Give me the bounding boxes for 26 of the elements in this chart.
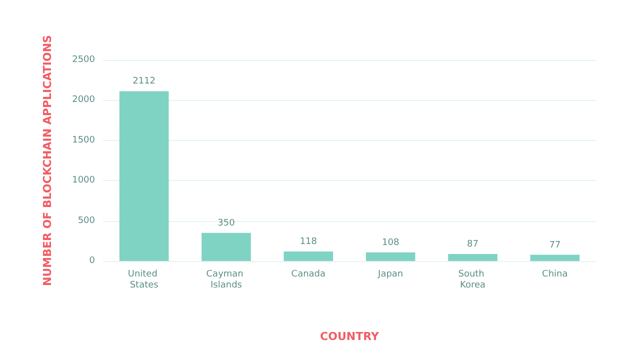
x-tick-label: China <box>542 270 568 280</box>
y-tick-label: 0 <box>89 256 96 266</box>
data-label: 350 <box>218 218 236 228</box>
x-tick-label: Canada <box>291 270 326 280</box>
bar <box>366 252 416 261</box>
x-tick-label: Japan <box>377 270 404 280</box>
data-label: 87 <box>467 240 478 250</box>
bar <box>284 252 334 261</box>
x-axis-title: COUNTRY <box>320 330 380 343</box>
y-tick-label: 1000 <box>72 176 96 186</box>
x-tick-label: United States <box>128 270 160 290</box>
bar <box>530 254 580 261</box>
bar <box>119 91 169 261</box>
y-tick-label: 2000 <box>72 95 96 106</box>
bar <box>448 254 498 261</box>
y-tick-label: 500 <box>78 216 96 226</box>
bar <box>202 232 251 261</box>
y-axis-title: NUMBER OF BLOCKCHAIN APPLICATIONS <box>41 34 54 286</box>
x-tick-label: Cayman Islands <box>206 270 246 290</box>
x-tick-label: South Korea <box>458 270 488 290</box>
data-label: 77 <box>549 240 561 250</box>
data-label: 2112 <box>132 76 156 87</box>
y-tick-label: 1500 <box>72 135 96 146</box>
data-label: 118 <box>300 237 318 248</box>
data-label: 108 <box>382 238 400 248</box>
y-tick-label: 2500 <box>72 55 96 65</box>
